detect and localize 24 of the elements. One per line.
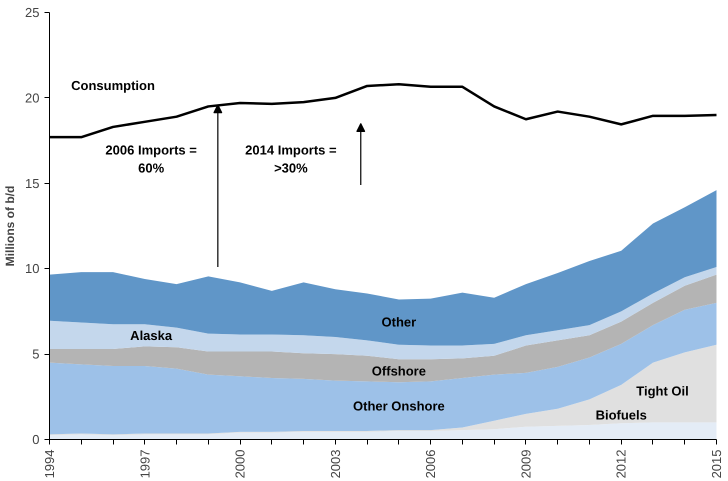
x-tick-label: 2000 (232, 450, 248, 478)
y-tick-label: 5 (32, 346, 40, 362)
x-tick-label: 2015 (709, 450, 724, 478)
y-tick-label: 15 (25, 176, 40, 191)
annotation: 2014 Imports = >30% (245, 142, 337, 176)
x-tick-label: 2003 (328, 450, 343, 478)
y-tick-label: 0 (32, 432, 40, 447)
series-label: Other (382, 314, 416, 330)
x-tick-label: 2012 (614, 450, 629, 478)
text: Consumption (71, 78, 155, 93)
series-label: Tight Oil (636, 383, 689, 398)
series-label: Biofuels (596, 407, 647, 422)
x-tick-label: 2006 (423, 450, 438, 478)
annotation: 2006 Imports = 60% (105, 142, 198, 176)
x-tick-label: 1994 (42, 450, 57, 478)
y-tick-label: 10 (25, 261, 40, 276)
series-label: Other Onshore (353, 398, 445, 414)
series-label: Offshore (372, 363, 426, 378)
y-tick-label: 20 (25, 90, 40, 106)
x-tick-label: 1997 (137, 450, 152, 478)
x-tick-label: 2009 (518, 450, 534, 478)
series-label: Alaska (130, 328, 173, 344)
y-axis-title: Millions of b/d (3, 186, 18, 266)
y-tick-label: 25 (25, 5, 40, 20)
